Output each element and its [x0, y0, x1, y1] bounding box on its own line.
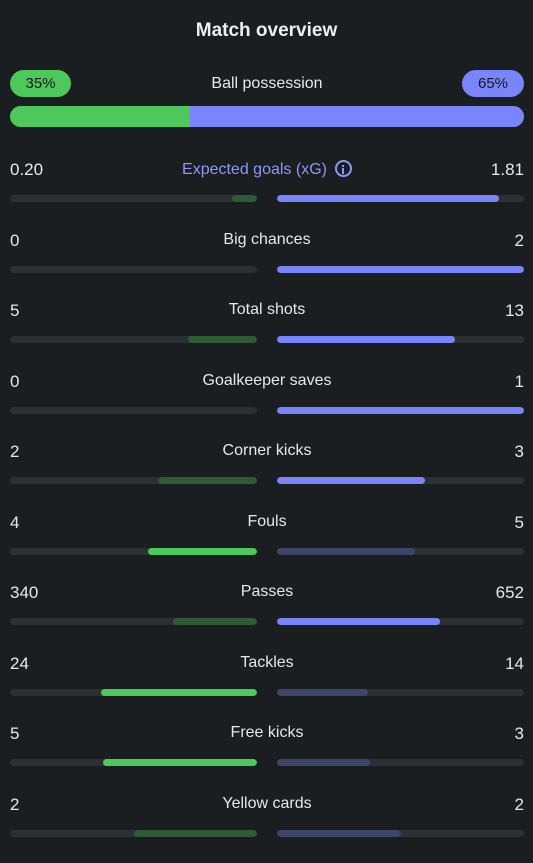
away-bar-track: [277, 618, 524, 625]
away-bar-fill: [277, 689, 368, 696]
away-bar-fill: [277, 759, 370, 766]
stat-label-text: Corner kicks: [223, 442, 312, 459]
stat-label: Total shots: [10, 301, 524, 319]
home-bar-track: [10, 830, 257, 837]
home-bar-track: [10, 336, 257, 343]
stat-label-text: Expected goals (xG): [182, 161, 327, 178]
stat-label: Big chances: [10, 231, 524, 249]
stat-label: Yellow cards: [10, 795, 524, 813]
stat-label-text: Total shots: [229, 301, 305, 318]
stat-label[interactable]: Expected goals (xG): [10, 160, 524, 179]
possession-bar: [10, 106, 524, 127]
away-bar-fill: [277, 336, 455, 343]
away-value: 2: [515, 795, 524, 815]
home-bar-fill: [232, 195, 257, 202]
home-bar-track: [10, 548, 257, 555]
home-bar-track: [10, 407, 257, 414]
stat-label-text: Goalkeeper saves: [203, 372, 332, 389]
away-bar-fill: [277, 548, 415, 555]
stat-label-text: Passes: [241, 583, 293, 600]
away-bar-track: [277, 195, 524, 202]
away-bar-track: [277, 759, 524, 766]
possession-row: Ball possession 35% 65%: [10, 70, 524, 98]
away-bar-fill: [277, 830, 401, 837]
away-bar-track: [277, 689, 524, 696]
away-value: 3: [515, 442, 524, 462]
home-bar-fill: [188, 336, 257, 343]
possession-bar-home: [10, 106, 190, 127]
info-icon[interactable]: [335, 160, 352, 177]
away-bar-fill: [277, 477, 425, 484]
away-value: 13: [505, 301, 524, 321]
stat-label-text: Fouls: [247, 513, 286, 530]
stat-label-text: Big chances: [223, 231, 310, 248]
away-bar-fill: [277, 407, 524, 414]
away-value: 5: [515, 513, 524, 533]
away-bar-track: [277, 407, 524, 414]
home-bar-fill: [173, 618, 257, 625]
away-value: 14: [505, 654, 524, 674]
home-bar-track: [10, 689, 257, 696]
home-bar-track: [10, 618, 257, 625]
home-possession-badge: 35%: [10, 70, 71, 97]
away-value: 1: [515, 372, 524, 392]
possession-bar-away: [190, 106, 524, 127]
away-bar-track: [277, 336, 524, 343]
away-bar-track: [277, 266, 524, 273]
away-value: 1.81: [491, 160, 524, 180]
stat-label: Goalkeeper saves: [10, 372, 524, 390]
away-value: 652: [496, 583, 524, 603]
away-bar-track: [277, 548, 524, 555]
stat-label-text: Free kicks: [231, 724, 304, 741]
stat-label: Corner kicks: [10, 442, 524, 460]
stat-label-text: Yellow cards: [222, 795, 311, 812]
home-bar-fill: [101, 689, 257, 696]
stat-label: Passes: [10, 583, 524, 601]
away-bar-fill: [277, 195, 499, 202]
away-possession-badge: 65%: [462, 70, 524, 97]
panel-title: Match overview: [0, 20, 533, 42]
away-bar-fill: [277, 266, 524, 273]
away-bar-track: [277, 830, 524, 837]
possession-label: Ball possession: [10, 70, 524, 97]
home-bar-track: [10, 266, 257, 273]
stat-label: Free kicks: [10, 724, 524, 742]
away-bar-fill: [277, 618, 440, 625]
away-value: 2: [515, 231, 524, 251]
home-bar-track: [10, 195, 257, 202]
stat-label-text: Tackles: [240, 654, 293, 671]
home-bar-fill: [158, 477, 257, 484]
home-bar-fill: [148, 548, 257, 555]
home-bar-fill: [103, 759, 257, 766]
home-bar-track: [10, 759, 257, 766]
stat-label: Tackles: [10, 654, 524, 672]
stat-label: Fouls: [10, 513, 524, 531]
away-value: 3: [515, 724, 524, 744]
home-bar-track: [10, 477, 257, 484]
home-bar-fill: [134, 830, 258, 837]
away-bar-track: [277, 477, 524, 484]
